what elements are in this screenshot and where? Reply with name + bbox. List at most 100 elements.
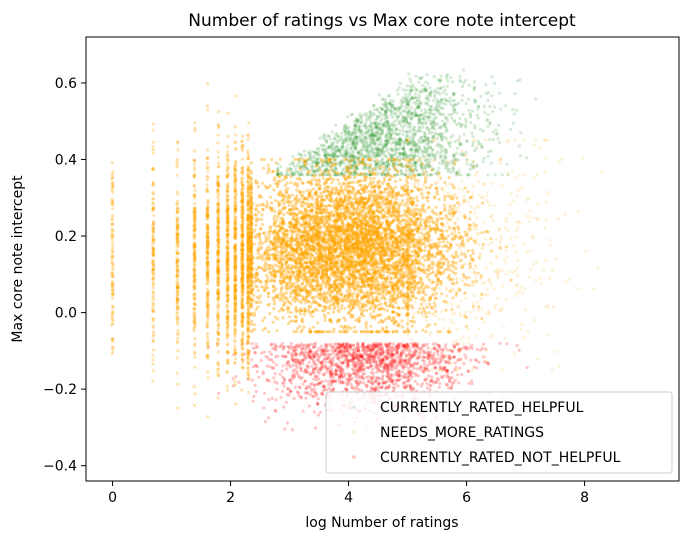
scatter-point bbox=[319, 144, 323, 148]
scatter-point bbox=[233, 313, 237, 317]
scatter-point bbox=[453, 140, 457, 144]
scatter-point bbox=[390, 351, 394, 355]
scatter-point bbox=[272, 376, 276, 380]
scatter-point bbox=[443, 116, 447, 120]
scatter-point bbox=[358, 160, 363, 164]
scatter-point bbox=[458, 117, 462, 121]
scatter-point bbox=[324, 157, 328, 161]
scatter-point bbox=[407, 103, 411, 107]
scatter-point bbox=[272, 366, 276, 370]
scatter-point bbox=[391, 125, 395, 129]
scatter-point bbox=[315, 365, 319, 369]
scatter-point bbox=[301, 343, 305, 347]
scatter-point bbox=[226, 388, 230, 392]
scatter-point bbox=[351, 142, 355, 146]
scatter-point bbox=[374, 346, 378, 350]
scatter-point bbox=[225, 162, 229, 166]
scatter-point bbox=[330, 348, 334, 352]
scatter-point bbox=[363, 153, 368, 158]
scatter-point bbox=[152, 226, 156, 230]
scatter-point bbox=[310, 164, 314, 168]
scatter-point bbox=[380, 162, 385, 166]
scatter-point bbox=[151, 358, 155, 362]
scatter-point bbox=[396, 384, 400, 388]
scatter-point bbox=[331, 151, 335, 156]
scatter-point bbox=[176, 332, 180, 336]
scatter-point bbox=[335, 154, 339, 159]
scatter-point bbox=[400, 164, 404, 168]
scatter-point bbox=[385, 116, 389, 120]
scatter-point bbox=[433, 89, 437, 93]
scatter-point bbox=[389, 110, 393, 114]
scatter-point bbox=[151, 353, 155, 357]
scatter-point bbox=[375, 154, 379, 158]
scatter-point bbox=[353, 135, 358, 139]
scatter-point bbox=[216, 208, 220, 212]
scatter-point bbox=[206, 214, 210, 218]
scatter-point bbox=[216, 367, 220, 372]
scatter-point bbox=[354, 123, 358, 128]
scatter-point bbox=[437, 108, 441, 112]
scatter-point bbox=[366, 126, 370, 130]
scatter-point bbox=[441, 149, 445, 153]
scatter-point bbox=[311, 367, 315, 372]
scatter-point bbox=[393, 112, 397, 116]
scatter-point bbox=[385, 125, 389, 129]
scatter-point bbox=[233, 351, 237, 355]
scatter-point bbox=[463, 353, 467, 357]
scatter-point bbox=[401, 147, 405, 151]
scatter-point bbox=[425, 115, 429, 119]
scatter-point bbox=[441, 162, 445, 166]
scatter-point bbox=[335, 353, 339, 357]
scatter-point bbox=[384, 165, 388, 170]
scatter-point bbox=[312, 169, 316, 173]
scatter-point bbox=[418, 103, 422, 107]
scatter-point bbox=[193, 128, 197, 133]
scatter-point bbox=[175, 236, 179, 240]
scatter-point bbox=[324, 149, 328, 153]
scatter-point bbox=[151, 128, 155, 132]
scatter-point bbox=[473, 80, 477, 84]
scatter-point bbox=[408, 91, 412, 95]
scatter-point bbox=[234, 357, 238, 361]
scatter-point bbox=[431, 148, 435, 152]
scatter-point bbox=[420, 150, 424, 155]
scatter-point bbox=[400, 103, 404, 107]
scatter-point bbox=[454, 158, 458, 162]
scatter-point bbox=[411, 157, 415, 161]
scatter-point bbox=[234, 303, 238, 307]
scatter-point bbox=[176, 268, 180, 272]
scatter-point bbox=[427, 362, 432, 366]
scatter-point bbox=[433, 346, 437, 350]
scatter-point bbox=[305, 370, 309, 374]
scatter-point bbox=[417, 140, 421, 144]
scatter-point bbox=[175, 356, 179, 360]
scatter-point bbox=[418, 367, 422, 371]
scatter-point bbox=[392, 105, 396, 109]
scatter-point bbox=[452, 107, 456, 111]
scatter-point bbox=[328, 161, 332, 165]
scatter-point bbox=[320, 348, 324, 352]
scatter-point bbox=[111, 244, 115, 248]
scatter-point bbox=[442, 374, 446, 378]
scatter-point bbox=[405, 106, 409, 110]
scatter-point bbox=[328, 137, 332, 141]
scatter-point bbox=[458, 78, 462, 82]
scatter-point bbox=[406, 113, 410, 117]
scatter-point bbox=[233, 278, 237, 282]
scatter-point bbox=[335, 154, 339, 159]
scatter-point bbox=[374, 354, 378, 358]
scatter-point bbox=[307, 351, 311, 355]
scatter-point bbox=[279, 395, 283, 400]
scatter-point bbox=[344, 388, 348, 392]
scatter-point bbox=[412, 144, 416, 148]
scatter-point bbox=[479, 95, 483, 99]
scatter-point bbox=[175, 341, 179, 345]
scatter-point bbox=[376, 149, 380, 153]
scatter-point bbox=[434, 379, 438, 384]
scatter-point bbox=[175, 190, 179, 194]
scatter-point bbox=[319, 365, 323, 369]
scatter-point bbox=[363, 139, 367, 143]
scatter-point bbox=[413, 96, 418, 100]
scatter-point bbox=[226, 159, 230, 163]
